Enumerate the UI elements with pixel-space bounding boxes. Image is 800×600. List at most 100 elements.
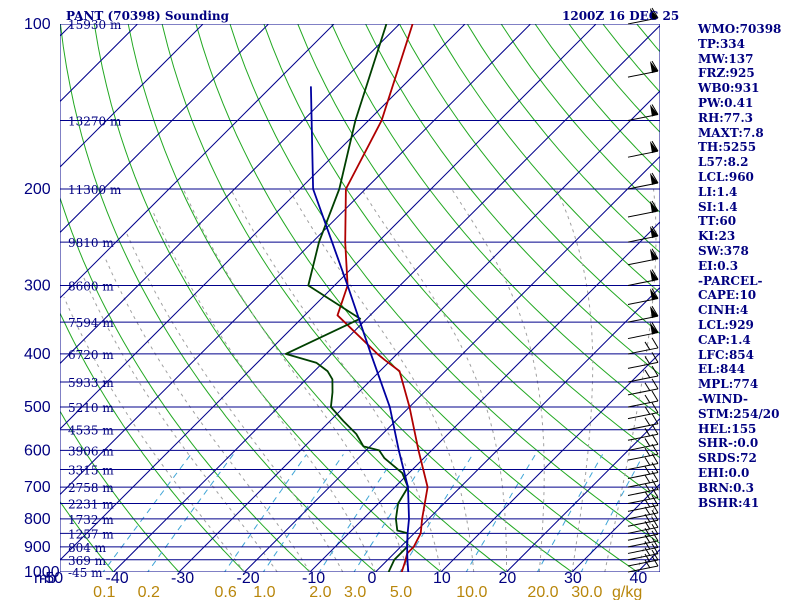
sounding-index-item: LCL:960 <box>698 169 754 184</box>
wind-barb-pennant <box>650 104 658 117</box>
height-label: 2231 m <box>68 498 114 512</box>
mixing-ratio-line <box>147 454 234 572</box>
isotherm <box>60 24 400 365</box>
isotherm <box>60 24 204 168</box>
sounding-index-item: MW:137 <box>698 51 754 66</box>
pressure-tick-label: 200 <box>24 181 51 198</box>
wind-barb-feather <box>651 509 659 521</box>
wind-barb-feather <box>644 341 651 351</box>
height-label: 4535 m <box>68 424 114 438</box>
mixing-ratio-tick-label: 5.0 <box>390 584 412 600</box>
moist-adiabat <box>125 232 344 572</box>
wind-barb-feather <box>644 559 651 569</box>
sounding-index-item: BSHR:41 <box>698 495 760 510</box>
temperature-profile <box>336 24 429 572</box>
temperature-tick-label: -30 <box>171 570 194 587</box>
pressure-tick-label: 700 <box>24 479 51 496</box>
wind-barb-shaft <box>627 471 659 479</box>
sounding-index-item: STM:254/20 <box>698 406 780 421</box>
isotherm <box>178 90 660 572</box>
sounding-index-item: LCL:929 <box>698 317 754 332</box>
wind-barb-shaft <box>627 480 659 488</box>
dry-adiabat <box>263 24 660 501</box>
wind-barb-feather <box>651 530 659 542</box>
height-label: 11300 m <box>68 183 122 197</box>
wind-barb-feather <box>644 491 651 500</box>
wind-barb-feather <box>644 417 651 426</box>
height-label: 1257 m <box>68 527 114 541</box>
wind-barb-pennant <box>650 322 658 335</box>
pressure-tick-label: 500 <box>24 399 51 416</box>
wind-barb-feather <box>644 356 651 365</box>
sounding-index-item: WB0:931 <box>698 81 760 96</box>
wind-barb-feather <box>651 288 659 299</box>
moist-adiabat <box>360 188 507 572</box>
isotherm <box>375 286 660 572</box>
wind-barb-pennant <box>650 8 658 20</box>
dry-adiabat <box>93 24 442 572</box>
isotherm <box>0 24 7 572</box>
sounding-index-item: EL:844 <box>698 362 746 377</box>
wind-barb-feather <box>651 322 659 333</box>
wind-barb-shaft <box>627 497 659 505</box>
pressure-tick-label: 800 <box>24 511 51 528</box>
wind-barb-feather <box>644 369 651 379</box>
pressure-tick-label: 400 <box>24 346 51 363</box>
wind-barb-feather <box>651 7 659 19</box>
isotherm <box>60 24 335 299</box>
wind-barb-feather <box>651 352 659 363</box>
sounding-index-item: MPL:774 <box>698 377 759 392</box>
sounding-index-item: CINH:4 <box>698 303 749 318</box>
wind-barb-shaft <box>627 375 659 383</box>
wind-barb-feather <box>644 553 651 563</box>
valid-time: 1200Z 16 DEC 25 <box>562 9 679 23</box>
sounding-index-item: EI:0.3 <box>698 258 739 273</box>
height-label: 13270 m <box>68 114 122 128</box>
wind-barb-feather <box>651 434 659 445</box>
dry-adiabat <box>297 24 660 459</box>
mixing-ratio-tick-label: 1.0 <box>253 584 275 600</box>
height-label: 369 m <box>68 554 107 568</box>
station-title: PANT (70398) Sounding <box>66 9 230 23</box>
wind-barb-shaft <box>627 540 659 548</box>
mixing-ratio-line <box>102 454 192 572</box>
height-label: 3906 m <box>68 444 114 458</box>
wind-barb-feather <box>644 499 651 508</box>
mixing-ratio-line <box>318 454 397 572</box>
height-label: 5933 m <box>68 376 114 390</box>
wind-barb-feather <box>651 225 659 237</box>
height-label: 3315 m <box>68 463 114 477</box>
wind-barb-shaft <box>627 533 659 541</box>
height-label: 9810 m <box>68 236 114 250</box>
sounding-index-item: HEL:155 <box>698 421 757 436</box>
sounding-index-item: -WIND- <box>698 391 748 406</box>
wind-barb-feather <box>644 447 651 457</box>
sounding-index-item: MAXT:7.8 <box>698 125 764 140</box>
wind-barb-feather <box>651 479 659 490</box>
wind-barb-feather <box>651 470 659 482</box>
wind-barb-feather <box>651 487 659 498</box>
temperature-tick-label: 30 <box>564 570 582 587</box>
sounding-index-item: RH:77.3 <box>698 110 753 125</box>
dry-adiabat <box>127 24 508 572</box>
wind-barb-feather <box>644 406 651 415</box>
wind-barb-feather <box>651 337 659 349</box>
wind-barb-pennant <box>650 288 658 301</box>
mixing-ratio-tick-label: 20.0 <box>527 584 558 600</box>
wind-barb-feather <box>651 502 659 514</box>
wind-barb-shaft <box>627 433 659 441</box>
isotherm <box>244 155 660 572</box>
chart-grid <box>0 24 660 572</box>
wind-barb-feather <box>644 457 651 466</box>
wind-barb-feather <box>651 402 659 413</box>
sounding-index-item: SHR-:0.0 <box>698 436 759 451</box>
sounding-index-item: SRDS:72 <box>698 451 757 466</box>
dry-adiabat <box>466 24 660 254</box>
sounding-index-item: LI:1.4 <box>698 184 738 199</box>
dry-adiabat <box>161 24 573 572</box>
pressure-tick-label: 900 <box>24 539 51 556</box>
pressure-tick-label: 1000 <box>24 564 60 581</box>
height-label: 8600 m <box>68 279 114 293</box>
mixing-ratio-tick-label: 30.0 <box>571 584 602 600</box>
moist-adiabat <box>152 211 376 572</box>
